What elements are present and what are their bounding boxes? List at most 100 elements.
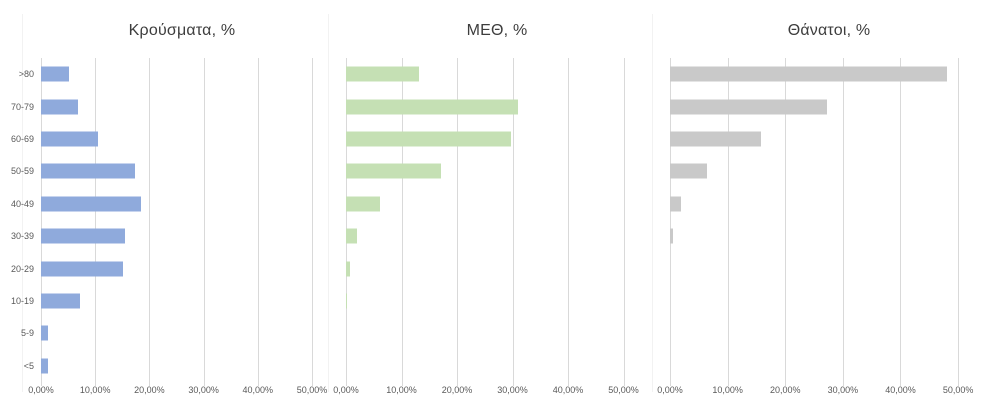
x-tick-label: 20,00%	[769, 385, 801, 395]
chart-title: ΜΕΘ, %	[466, 22, 528, 39]
bar-row	[346, 252, 648, 284]
bar->80	[41, 66, 69, 82]
bar-row	[670, 90, 988, 122]
bar-row	[670, 317, 988, 349]
x-tick-label: 0,00%	[657, 385, 683, 395]
axis-tick	[785, 382, 787, 386]
bar-20-29	[346, 261, 351, 277]
bar-60-69	[346, 131, 511, 147]
bar-30-39	[346, 228, 358, 244]
axis-tick	[95, 382, 97, 386]
plot-area	[670, 58, 988, 386]
gridline	[623, 58, 625, 382]
axis-tick	[900, 382, 902, 386]
gridline	[312, 58, 313, 382]
axis-tick	[842, 382, 844, 386]
bar-row	[670, 285, 988, 317]
gridline	[900, 58, 902, 382]
y-category-label: 20-29	[10, 263, 34, 274]
x-axis: 0,00% 10,00% 20,00% 30,00% 40,00% 50,00%	[28, 385, 327, 399]
panel-edge-line	[328, 14, 329, 392]
x-tick-label: 20,00%	[134, 385, 165, 395]
y-category-label: 60-69	[10, 133, 34, 144]
bar-<5	[41, 358, 48, 374]
bar-row	[346, 123, 648, 155]
bar-row	[41, 252, 323, 284]
gridline	[149, 58, 151, 382]
bar-20-29	[41, 261, 124, 277]
gridline	[457, 58, 458, 382]
bar-row	[670, 188, 988, 220]
y-category-label: >80	[18, 69, 34, 80]
bar-row	[346, 317, 648, 349]
bar-row	[670, 220, 988, 252]
bar-row	[41, 350, 323, 382]
bar-60-69	[670, 131, 762, 147]
chart-panel-icu: ΜΕΘ, % 0,00% 10,00% 20,00% 30,00% 40,00% 50,0…	[333, 0, 658, 410]
bar->80	[346, 66, 420, 82]
y-category-label: 5-9	[20, 328, 34, 339]
y-category-label: 30-39	[10, 231, 34, 242]
x-tick-label: 10,00%	[79, 385, 111, 395]
panel-edge-line	[22, 14, 23, 392]
axis-tick	[312, 382, 313, 386]
bar-row	[346, 58, 648, 90]
x-axis: 0,00% 10,00% 20,00% 30,00% 40,00% 50,00%	[333, 385, 648, 399]
axis-tick	[568, 382, 570, 386]
axis-tick	[727, 382, 729, 386]
gridline	[203, 58, 205, 382]
bar-50-59	[41, 163, 135, 179]
bar-40-49	[41, 196, 142, 212]
bar-50-59	[670, 163, 707, 179]
panel-edge-line	[652, 14, 653, 392]
gridline	[512, 58, 514, 382]
bar-row	[41, 317, 323, 349]
axis-tick	[203, 382, 205, 386]
gridline	[842, 58, 844, 382]
bar-row	[41, 155, 323, 187]
chart-panel-cases: Κρούσματα, % >80 70-79 60-69 50-59 40-49 30-3…	[0, 0, 336, 410]
axis-tick	[401, 382, 403, 386]
x-tick-label: 0,00%	[333, 385, 359, 395]
bar-row	[41, 188, 323, 220]
bar-row	[346, 285, 648, 317]
axis-tick	[346, 382, 347, 386]
bar-row	[346, 90, 648, 122]
y-category-label: 10-19	[10, 295, 34, 306]
bar-row	[670, 58, 988, 90]
bar-row	[670, 155, 988, 187]
bar-40-49	[670, 196, 681, 212]
bar-row	[346, 350, 648, 382]
bar-50-59	[346, 163, 441, 179]
x-tick-label: 20,00%	[441, 385, 473, 395]
gridline	[257, 58, 259, 382]
bar-row	[41, 220, 323, 252]
gridline	[568, 58, 570, 382]
x-tick-label: 40,00%	[552, 385, 584, 395]
x-tick-label: 10,00%	[712, 385, 743, 395]
chart-panel-deaths: Θάνατοι, % 0,00% 10,00% 20,00% 30,00% 40,00%…	[657, 0, 996, 410]
axis-tick	[457, 382, 458, 386]
x-tick-label: 30,00%	[827, 385, 859, 395]
bar-row	[670, 350, 988, 382]
bar-row	[346, 220, 648, 252]
axis-tick	[257, 382, 259, 386]
chart-title: Θάνατοι, %	[787, 22, 871, 39]
x-tick-label: 50,00%	[942, 385, 974, 395]
plot-area	[346, 58, 648, 386]
gridline	[41, 58, 42, 382]
bar->80	[670, 66, 947, 82]
gridline	[670, 58, 671, 382]
x-tick-label: 30,00%	[497, 385, 528, 395]
x-tick-label: 30,00%	[188, 385, 219, 395]
bar-row	[41, 58, 323, 90]
gridline	[401, 58, 403, 382]
bar-70-79	[41, 99, 78, 115]
bar-row	[41, 285, 323, 317]
gridline	[95, 58, 97, 382]
axis-tick	[41, 382, 42, 386]
axis-tick	[149, 382, 151, 386]
bar-40-49	[346, 196, 380, 212]
y-category-label: 40-49	[10, 198, 34, 209]
